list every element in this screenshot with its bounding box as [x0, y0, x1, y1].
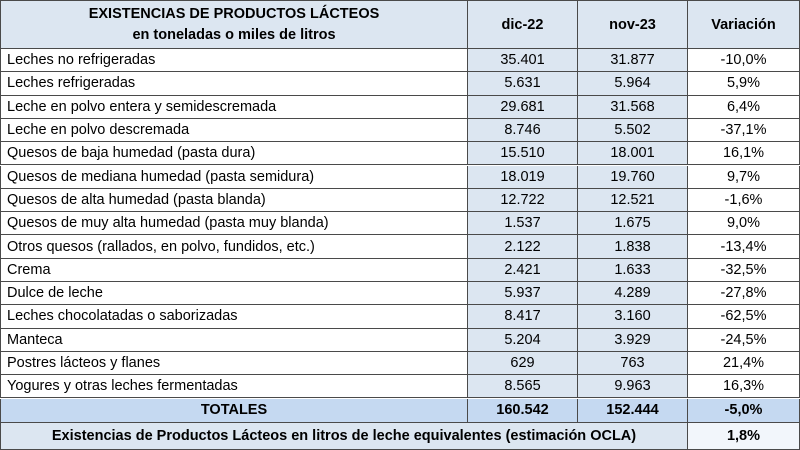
variation-cell: 9,7%: [688, 165, 800, 189]
row-label: Postres lácteos y flanes: [0, 351, 468, 376]
totals-cell: -5,0%: [688, 398, 800, 423]
value-cell: 18.001: [578, 142, 688, 166]
row-label: Leches no refrigeradas: [0, 49, 468, 73]
row-label: Dulce de leche: [0, 282, 468, 306]
footer-label: Existencias de Productos Lácteos en litr…: [0, 423, 688, 450]
value-cell: 9.963: [578, 375, 688, 399]
value-cell: 1.675: [578, 212, 688, 236]
value-cell: 763: [578, 351, 688, 376]
totals-label: TOTALES: [0, 398, 468, 423]
variation-cell: 5,9%: [688, 72, 800, 96]
column-header: dic-22: [468, 0, 578, 49]
variation-cell: 16,3%: [688, 375, 800, 399]
value-cell: 2.421: [468, 258, 578, 282]
value-cell: 2.122: [468, 235, 578, 259]
variation-cell: -24,5%: [688, 328, 800, 352]
title-line: EXISTENCIAS DE PRODUCTOS LÁCTEOS: [88, 5, 380, 22]
variation-cell: 21,4%: [688, 351, 800, 376]
value-cell: 31.568: [578, 95, 688, 119]
value-cell: 5.502: [578, 118, 688, 143]
value-cell: 3.929: [578, 328, 688, 352]
variation-cell: -62,5%: [688, 305, 800, 329]
value-cell: 5.964: [578, 72, 688, 96]
row-label: Quesos de baja humedad (pasta dura): [0, 142, 468, 166]
variation-cell: -37,1%: [688, 118, 800, 143]
value-cell: 15.510: [468, 142, 578, 166]
row-label: Leche en polvo descremada: [0, 118, 468, 143]
row-label: Yogures y otras leches fermentadas: [0, 375, 468, 399]
value-cell: 5.937: [468, 282, 578, 306]
row-label: Leche en polvo entera y semidescremada: [0, 95, 468, 119]
totals-cell: 152.444: [578, 398, 688, 423]
title-line: en toneladas o miles de litros: [132, 26, 336, 43]
header-title: EXISTENCIAS DE PRODUCTOS LÁCTEOS en tonel…: [0, 0, 468, 49]
value-cell: 29.681: [468, 95, 578, 119]
variation-cell: 9,0%: [688, 212, 800, 236]
row-label: Quesos de alta humedad (pasta blanda): [0, 188, 468, 213]
value-cell: 5.631: [468, 72, 578, 96]
row-label: Crema: [0, 258, 468, 282]
row-label: Quesos de mediana humedad (pasta semidur…: [0, 165, 468, 189]
value-cell: 8.746: [468, 118, 578, 143]
totals-cell: 160.542: [468, 398, 578, 423]
value-cell: 18.019: [468, 165, 578, 189]
variation-cell: -13,4%: [688, 235, 800, 259]
variation-cell: 16,1%: [688, 142, 800, 166]
variation-cell: -10,0%: [688, 49, 800, 73]
variation-cell: -27,8%: [688, 282, 800, 306]
value-cell: 629: [468, 351, 578, 376]
row-label: Manteca: [0, 328, 468, 352]
variation-cell: -32,5%: [688, 258, 800, 282]
value-cell: 1.537: [468, 212, 578, 236]
row-label: Otros quesos (rallados, en polvo, fundid…: [0, 235, 468, 259]
value-cell: 5.204: [468, 328, 578, 352]
value-cell: 31.877: [578, 49, 688, 73]
column-header: nov-23: [578, 0, 688, 49]
value-cell: 1.838: [578, 235, 688, 259]
value-cell: 8.565: [468, 375, 578, 399]
value-cell: 35.401: [468, 49, 578, 73]
value-cell: 3.160: [578, 305, 688, 329]
row-label: Quesos de muy alta humedad (pasta muy bl…: [0, 212, 468, 236]
row-label: Leches refrigeradas: [0, 72, 468, 96]
value-cell: 1.633: [578, 258, 688, 282]
column-header: Variación: [688, 0, 800, 49]
value-cell: 4.289: [578, 282, 688, 306]
variation-cell: 6,4%: [688, 95, 800, 119]
value-cell: 19.760: [578, 165, 688, 189]
value-cell: 12.722: [468, 188, 578, 213]
value-cell: 12.521: [578, 188, 688, 213]
row-label: Leches chocolatadas o saborizadas: [0, 305, 468, 329]
value-cell: 8.417: [468, 305, 578, 329]
footer-value: 1,8%: [688, 423, 800, 450]
variation-cell: -1,6%: [688, 188, 800, 213]
